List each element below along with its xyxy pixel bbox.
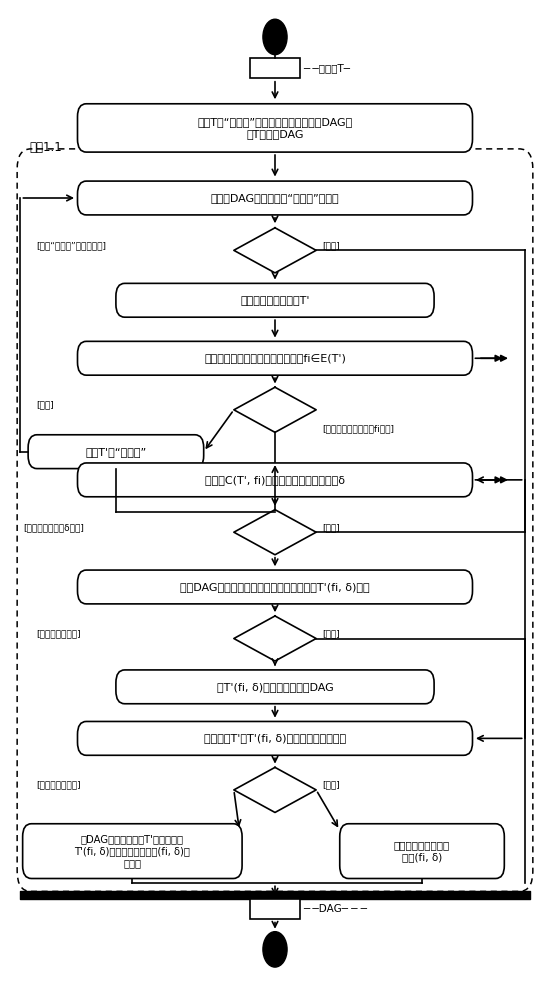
Polygon shape (234, 387, 316, 432)
FancyBboxPatch shape (78, 104, 472, 152)
Text: [两节点未被连接]: [两节点未被连接] (36, 781, 81, 790)
Text: [否则]: [否则] (323, 781, 340, 790)
Text: 向DAG中添加一条从T'开始并指向
T'(fi, δ)的有向边，同时以(fi, δ)标
记该边: 向DAG中添加一条从T'开始并指向 T'(fi, δ)的有向边，同时以(fi, … (74, 835, 190, 868)
FancyBboxPatch shape (23, 824, 242, 879)
Text: 将找到的决策表设为T': 将找到的决策表设为T' (240, 295, 310, 305)
Bar (250, 899, 300, 919)
Polygon shape (234, 616, 316, 661)
FancyBboxPatch shape (28, 435, 204, 469)
Text: ─ ─决策树T─: ─ ─决策树T─ (304, 63, 350, 73)
Text: 标识T为“未分割”，初始化有向非循环图DAG并
将T添加进DAG: 标识T为“未分割”，初始化有向非循环图DAG并 将T添加进DAG (197, 117, 353, 139)
Text: [否则]: [否则] (323, 629, 340, 638)
Text: 标识T'为“已分割”: 标识T'为“已分割” (85, 447, 146, 457)
Text: 检查DAG中是否存在一个节点，其决策表与T'(fi, δ)相同: 检查DAG中是否存在一个节点，其决策表与T'(fi, δ)相同 (180, 582, 370, 592)
FancyBboxPatch shape (116, 670, 434, 704)
Text: 尝试从DAG中找到一个“未分割”决策表: 尝试从DAG中找到一个“未分割”决策表 (211, 193, 339, 203)
Polygon shape (234, 767, 316, 812)
Text: 尝试找到一个未访问过的条件属性fi∈E(T'): 尝试找到一个未访问过的条件属性fi∈E(T') (204, 353, 346, 363)
FancyBboxPatch shape (116, 283, 434, 317)
Text: 将T'(fi, δ)作为节点添加进DAG: 将T'(fi, δ)作为节点添加进DAG (217, 682, 333, 692)
Text: [否则]: [否则] (36, 400, 54, 409)
Polygon shape (234, 510, 316, 555)
Text: [一个未访问过的δ存在]: [一个未访问过的δ存在] (24, 523, 85, 532)
Text: 为找到的有向边添加
标记(fi, δ): 为找到的有向边添加 标记(fi, δ) (394, 840, 450, 862)
Text: ─ ─DAG─ ─ ─: ─ ─DAG─ ─ ─ (304, 904, 367, 914)
Text: 步骤1.1: 步骤1.1 (29, 141, 62, 154)
Text: 尝试从C(T', fi)中读取一个未访问过的值δ: 尝试从C(T', fi)中读取一个未访问过的值δ (205, 475, 345, 485)
FancyBboxPatch shape (78, 181, 472, 215)
Text: 检查节点T'与T'(fi, δ)是否已被有向边连接: 检查节点T'与T'(fi, δ)是否已被有向边连接 (204, 733, 346, 743)
Text: [否则]: [否则] (323, 523, 340, 532)
Text: [未访问过的条件属性fi存在]: [未访问过的条件属性fi存在] (323, 425, 395, 434)
Polygon shape (234, 228, 316, 273)
FancyBboxPatch shape (78, 570, 472, 604)
Text: [一个“未分割”决策表存在]: [一个“未分割”决策表存在] (36, 241, 106, 250)
FancyBboxPatch shape (78, 463, 472, 497)
Circle shape (263, 932, 287, 967)
FancyBboxPatch shape (340, 824, 504, 879)
Text: [未发现相同节点]: [未发现相同节点] (36, 629, 81, 638)
Text: [否则]: [否则] (323, 241, 340, 250)
Bar (250, 58, 300, 78)
Circle shape (263, 19, 287, 55)
FancyBboxPatch shape (78, 721, 472, 755)
FancyBboxPatch shape (78, 341, 472, 375)
